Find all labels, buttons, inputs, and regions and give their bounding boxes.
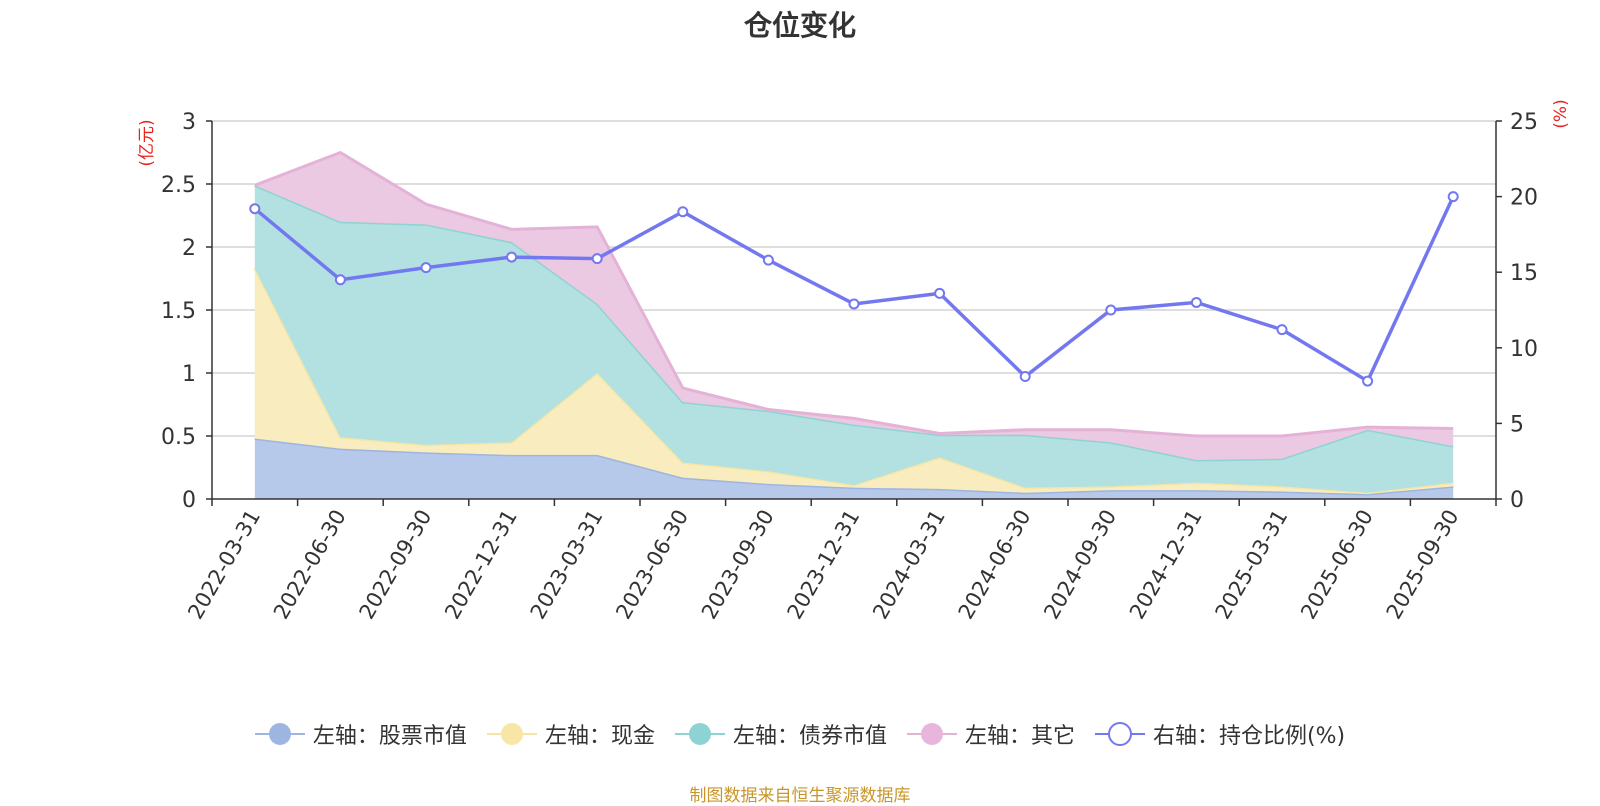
left-tick-label: 1 xyxy=(182,362,196,387)
ratio-point xyxy=(249,203,261,215)
ratio-point xyxy=(1362,375,1374,387)
legend-bond-icon xyxy=(674,723,725,745)
ratio-point xyxy=(506,251,518,263)
ratio-point xyxy=(677,206,689,218)
ratio-point xyxy=(1105,304,1117,316)
area-series-1 xyxy=(254,268,1454,494)
ratio-point xyxy=(420,262,432,274)
x-tick-label: 2023-06-30 xyxy=(611,506,693,624)
ratio-point xyxy=(762,254,774,266)
x-tick-label: 2023-03-31 xyxy=(526,506,608,624)
x-tick-label: 2024-06-30 xyxy=(954,506,1036,624)
legend-label-bond: 左轴：债券市值 xyxy=(732,724,887,749)
right-tick-label: 0 xyxy=(1510,488,1524,513)
ratio-line xyxy=(249,191,1459,387)
left-tick-label: 2 xyxy=(182,236,196,261)
x-tick-label: 2022-06-30 xyxy=(269,506,351,624)
x-tick-label: 2022-03-31 xyxy=(183,506,265,624)
area-series-2 xyxy=(254,185,1454,493)
x-tick-label: 2024-12-31 xyxy=(1125,506,1207,624)
legend-label-cash: 左轴：现金 xyxy=(544,724,655,749)
x-tick-label: 2023-09-30 xyxy=(697,506,779,624)
x-tick-label: 2024-09-30 xyxy=(1039,506,1121,624)
right-tick-label: 5 xyxy=(1510,412,1524,437)
ratio-point xyxy=(591,253,603,265)
legend-ratio-icon xyxy=(1094,722,1145,746)
legend-label-stock: 左轴：股票市值 xyxy=(312,724,467,749)
x-tick-label: 2025-03-31 xyxy=(1211,506,1293,624)
legend-label-ratio: 右轴：持仓比例(%) xyxy=(1152,724,1346,749)
left-tick-label: 0.5 xyxy=(161,425,196,450)
chart-title: 仓位变化 xyxy=(743,9,856,42)
legend-other-icon xyxy=(906,723,957,745)
ratio-point xyxy=(334,274,346,286)
left-axis-unit: (亿元) xyxy=(137,119,157,166)
source-note: 制图数据来自恒生聚源数据库 xyxy=(689,786,911,806)
area-edge-3 xyxy=(254,150,1454,438)
stacked-areas xyxy=(253,150,1454,499)
ratio-point xyxy=(1276,324,1288,336)
legend-label-other: 左轴：其它 xyxy=(964,724,1075,749)
legend-cash-icon xyxy=(486,723,537,745)
legend-item-ratio[interactable]: 右轴：持仓比例(%) xyxy=(1094,718,1346,750)
ratio-point xyxy=(848,298,860,310)
legend-item-bond[interactable]: 左轴：债券市值 xyxy=(674,718,887,750)
legend-item-cash[interactable]: 左轴：现金 xyxy=(486,718,655,750)
x-tick-label: 2022-12-31 xyxy=(440,506,522,624)
right-tick-label: 10 xyxy=(1510,337,1538,362)
ratio-point xyxy=(1190,296,1202,308)
right-tick-label: 25 xyxy=(1510,110,1538,135)
left-tick-label: 1.5 xyxy=(161,299,196,324)
legend: 左轴：股票市值 左轴：现金 左轴：债券市值 左轴：其它 右轴：持仓比例(%) xyxy=(0,718,1600,750)
left-tick-label: 0 xyxy=(182,488,196,513)
x-tick-label: 2025-09-30 xyxy=(1382,506,1464,624)
legend-item-other[interactable]: 左轴：其它 xyxy=(906,718,1075,750)
left-tick-label: 3 xyxy=(182,110,196,135)
x-tick-label: 2025-06-30 xyxy=(1296,506,1378,624)
left-tick-label: 2.5 xyxy=(161,173,196,198)
area-series-0 xyxy=(254,438,1454,499)
x-tick-label: 2024-03-31 xyxy=(868,506,950,624)
right-tick-label: 20 xyxy=(1510,186,1538,211)
right-axis-unit: (%) xyxy=(1551,99,1571,128)
x-tick-label: 2023-12-31 xyxy=(783,506,865,624)
legend-item-stock[interactable]: 左轴：股票市值 xyxy=(254,718,467,750)
right-tick-label: 15 xyxy=(1510,261,1538,286)
x-tick-label: 2022-09-30 xyxy=(355,506,437,624)
ratio-point xyxy=(934,287,946,299)
ratio-point xyxy=(1447,191,1459,203)
ratio-point xyxy=(1019,371,1031,383)
legend-stock-icon xyxy=(254,723,305,745)
